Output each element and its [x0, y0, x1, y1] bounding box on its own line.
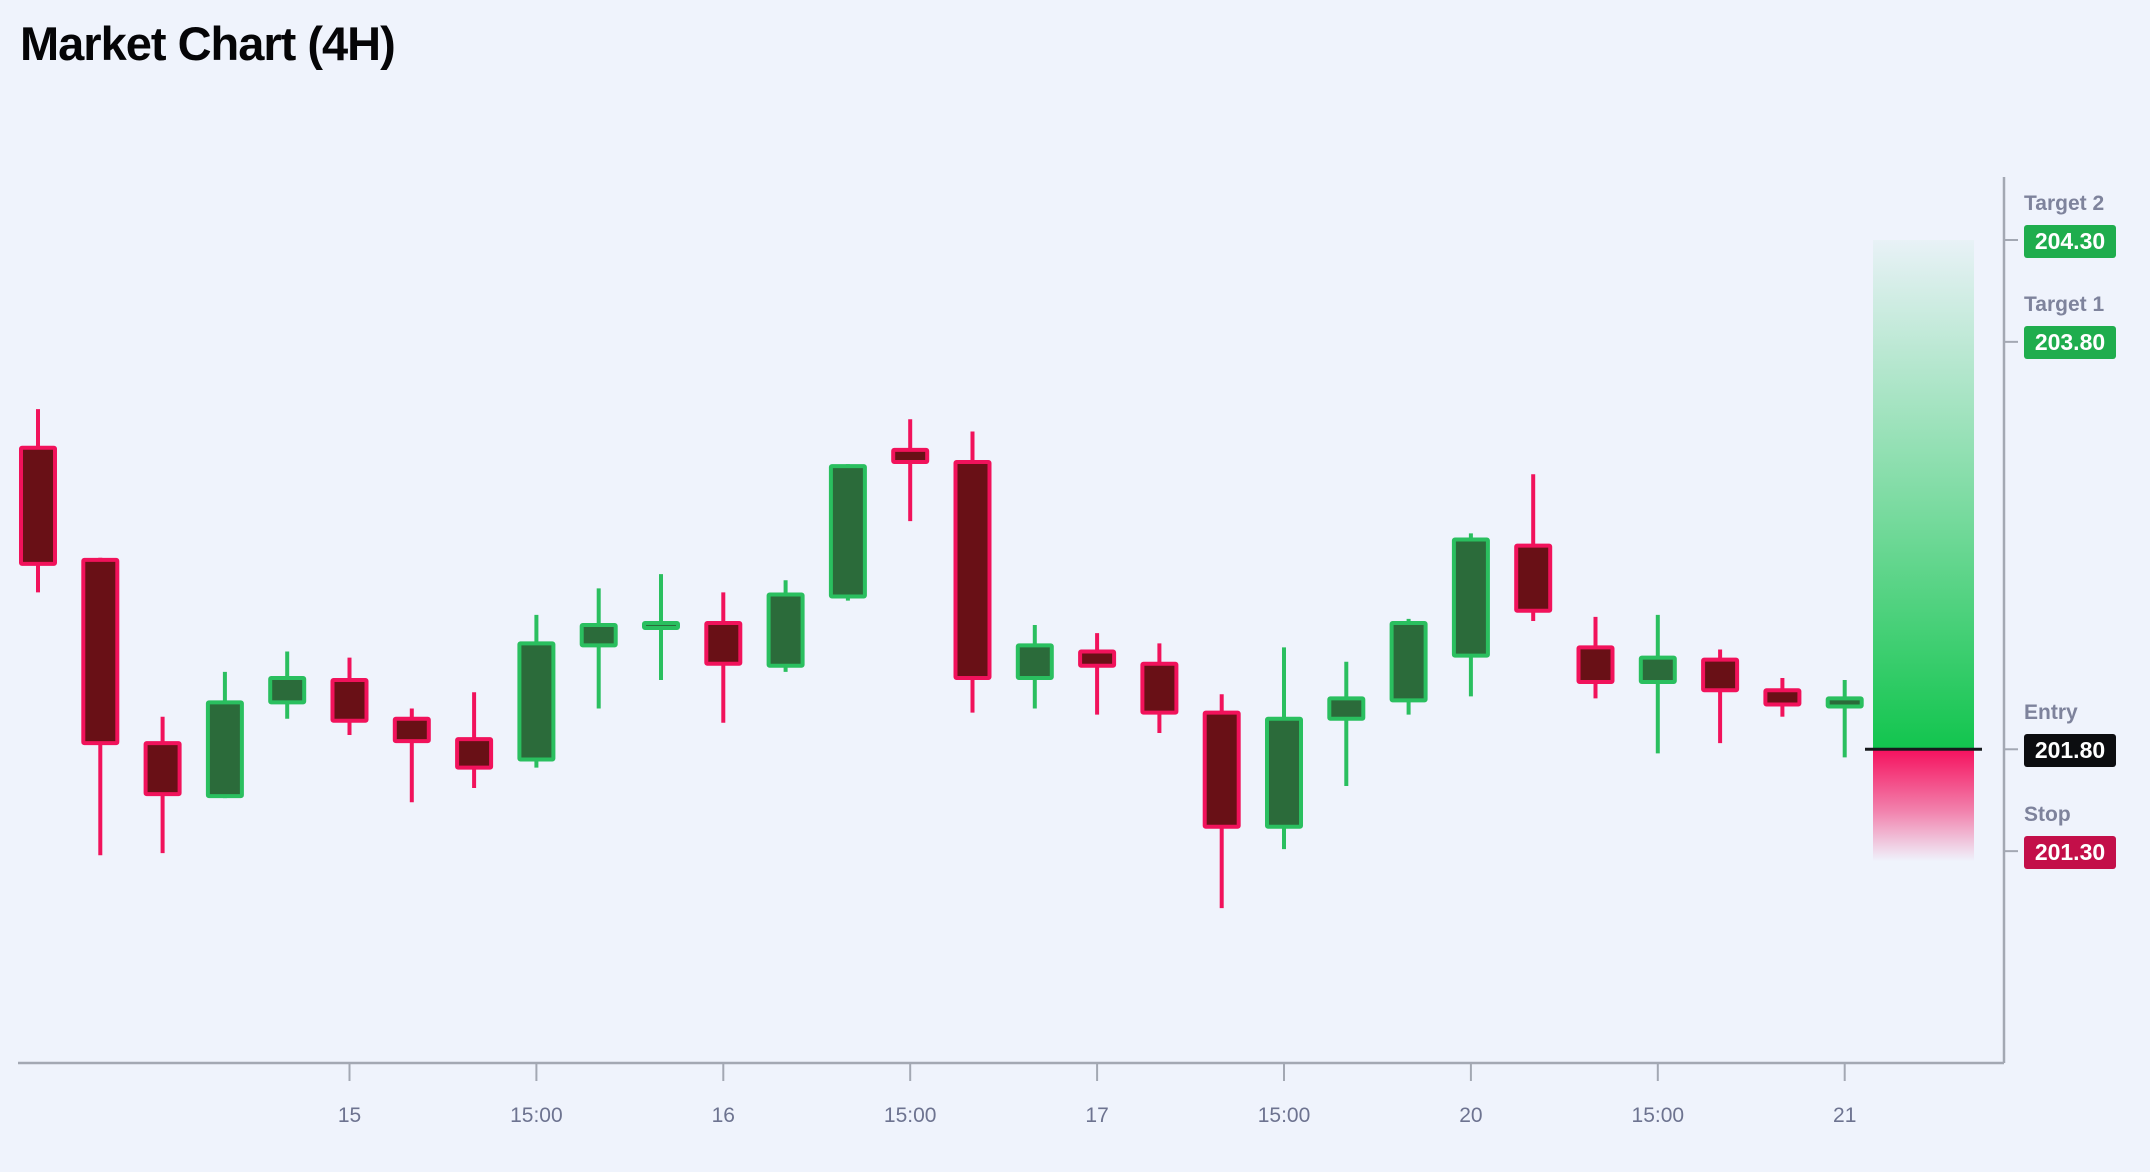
level-entry: Entry 201.80 [2024, 701, 2116, 767]
candle-10-body [579, 623, 618, 648]
candle-22-body [1327, 696, 1366, 721]
x-tick-label: 15:00 [884, 1104, 937, 1127]
profit-zone [1873, 240, 1974, 750]
candle-28-body [1701, 657, 1740, 693]
candle-8-body [455, 737, 494, 770]
candle-18-body [1078, 649, 1117, 668]
candle-5-body [268, 675, 307, 705]
x-tick-label: 17 [1085, 1104, 1108, 1127]
x-tick-label: 16 [712, 1104, 735, 1127]
level-target-1: Target 1 203.80 [2024, 293, 2116, 360]
loss-zone [1873, 749, 1974, 862]
candle-4-body [205, 700, 244, 799]
candle-21-body [1265, 716, 1303, 829]
x-tick-label: 15:00 [1258, 1104, 1311, 1127]
candle-6-body [330, 678, 369, 723]
level-label: Target 2 [2024, 191, 2105, 215]
page-title: Market Chart (4H) [20, 17, 396, 70]
candle-27-body [1638, 655, 1677, 685]
level-price-badge: 203.80 [2024, 326, 2116, 360]
candle-24-body [1451, 537, 1490, 658]
level-target-2: Target 2 204.30 [2024, 192, 2116, 258]
candle-15-body [891, 447, 930, 465]
level-price-badge: 201.80 [2024, 733, 2116, 767]
level-stop: Stop 201.30 [2024, 803, 2116, 869]
x-tick-label: 15 [338, 1104, 361, 1127]
candle-23-body [1389, 620, 1428, 703]
candle-19-body [1140, 661, 1179, 715]
level-label: Stop [2024, 802, 2071, 826]
candle-2-body [81, 557, 120, 746]
x-tick-label: 15:00 [510, 1104, 563, 1127]
candle-14-body [828, 464, 867, 599]
candle-9-body [517, 641, 556, 762]
x-tick-label: 21 [1833, 1104, 1856, 1127]
candle-3-body [143, 741, 182, 797]
candle-17-body [1015, 643, 1054, 680]
level-label: Target 1 [2024, 293, 2105, 317]
level-price-badge: 201.30 [2024, 835, 2116, 869]
candle-29-body [1763, 688, 1802, 707]
level-price-badge: 204.30 [2024, 224, 2116, 258]
candle-11-body [642, 620, 680, 630]
candle-30-body [1825, 696, 1864, 709]
candle-16-body [953, 460, 992, 680]
candle-25-body [1514, 543, 1553, 613]
x-tick-label: 15:00 [1632, 1104, 1685, 1127]
candle-26-body [1576, 645, 1615, 685]
candle-12-body [704, 620, 743, 666]
candle-1-body [19, 445, 57, 566]
level-label: Entry [2024, 700, 2078, 724]
x-tick-label: 20 [1459, 1104, 1482, 1127]
candle-7-body [392, 716, 431, 744]
candle-13-body [766, 592, 805, 668]
candle-20-body [1202, 710, 1241, 829]
